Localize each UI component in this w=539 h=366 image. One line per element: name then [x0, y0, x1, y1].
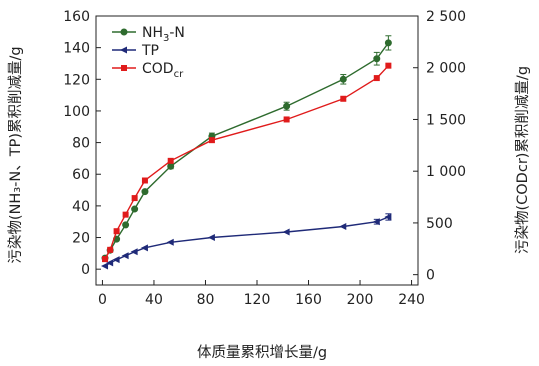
series-layer	[101, 35, 392, 270]
x-tick-label: 40	[145, 292, 163, 308]
y-right-axis-title: 污染物(CODcr)累积削减量/g	[514, 66, 531, 254]
series-tp	[101, 213, 392, 270]
data-point	[282, 228, 290, 236]
y-left-tick-label: 100	[63, 104, 90, 120]
y-left-tick-label: 0	[81, 262, 90, 278]
legend-marker	[120, 28, 128, 36]
data-point	[166, 238, 174, 246]
x-tick-label: 200	[347, 292, 374, 308]
data-point	[372, 218, 380, 226]
data-point	[384, 39, 392, 47]
data-point	[113, 228, 120, 235]
y-left-tick-label: 20	[72, 231, 90, 247]
legend-label-subscript: cr	[174, 69, 184, 80]
y-left-tick-label: 40	[72, 199, 90, 215]
y-right-tick-label: 2 500	[426, 9, 466, 25]
data-point	[283, 102, 291, 110]
tick-layer: 0 40 80 120 160 200 24002040608010012014016005…	[63, 9, 466, 308]
y-left-tick-label: 140	[63, 41, 90, 57]
data-point	[207, 234, 215, 242]
data-point	[339, 75, 347, 83]
legend-label: NH3-N	[142, 25, 185, 44]
data-point	[373, 75, 380, 82]
data-point	[107, 246, 114, 253]
data-point	[101, 262, 109, 270]
legend-label: TP	[141, 43, 159, 59]
data-point	[102, 256, 109, 263]
legend-label-main: NH	[142, 25, 163, 41]
x-tick-label: 120	[244, 292, 271, 308]
data-point	[167, 162, 175, 170]
data-point	[121, 252, 129, 260]
data-point	[112, 256, 120, 264]
data-point	[340, 95, 347, 102]
x-axis-title: 体质量累积增长量/g	[197, 344, 327, 361]
y-right-tick-label: 1 500	[426, 112, 466, 128]
x-tick-label: 240	[398, 292, 425, 308]
data-point	[208, 137, 215, 144]
data-point	[167, 157, 174, 164]
y-right-tick-label: 2 000	[426, 61, 466, 77]
data-point	[339, 222, 347, 230]
y-left-tick-label: 80	[72, 136, 90, 152]
y-left-tick-label: 120	[63, 72, 90, 88]
y-right-tick-label: 0	[426, 268, 435, 284]
data-point	[122, 211, 129, 218]
data-point	[141, 188, 149, 196]
legend-label: CODcr	[142, 61, 184, 80]
y-left-tick-label: 160	[63, 9, 90, 25]
data-point	[141, 177, 148, 184]
data-point	[106, 259, 114, 267]
x-tick-label: 0	[98, 292, 107, 308]
legend-label-tail: -N	[169, 25, 185, 41]
data-point	[131, 205, 139, 213]
legend-marker	[121, 65, 127, 71]
data-point	[283, 116, 290, 123]
x-tick-label: 160	[295, 292, 322, 308]
data-point	[122, 221, 130, 229]
legend-label-main: COD	[142, 61, 174, 77]
data-point	[373, 55, 381, 63]
y-right-tick-label: 500	[426, 216, 453, 232]
data-point	[140, 244, 148, 252]
series-codcr	[102, 62, 392, 263]
legend-marker	[120, 46, 127, 54]
y-left-axis-title: 污染物(NH₃-N、TP)累积削减量/g	[7, 46, 24, 263]
series-line	[104, 65, 389, 260]
y-right-tick-label: 1 000	[426, 164, 466, 180]
legend-label-subscript: 3	[163, 33, 169, 44]
x-tick-label: 80	[197, 292, 215, 308]
y-left-tick-label: 60	[72, 167, 90, 183]
data-point	[385, 62, 392, 69]
data-point	[131, 195, 138, 202]
data-point	[384, 213, 392, 221]
data-point	[130, 248, 138, 256]
legend-label-main: TP	[141, 43, 159, 59]
